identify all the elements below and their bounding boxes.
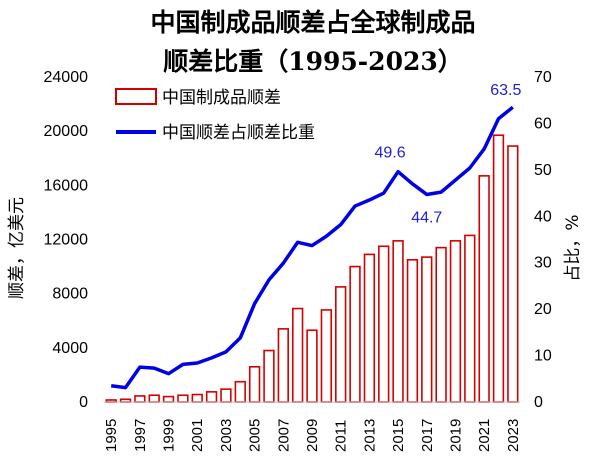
x-tick-2001: 2001 xyxy=(189,419,206,452)
x-tick-2023: 2023 xyxy=(505,419,522,452)
y-axis-left-label: 顺差，亿美元 xyxy=(7,197,27,299)
bar-1998 xyxy=(148,394,160,403)
bar-2002 xyxy=(205,391,218,403)
x-tick-1997: 1997 xyxy=(132,419,149,452)
x-tick-1999: 1999 xyxy=(161,419,178,452)
x-tick-2015: 2015 xyxy=(390,419,407,452)
x-tick-2013: 2013 xyxy=(361,419,378,452)
y-right-tick-50: 50 xyxy=(534,162,552,179)
bar-2018 xyxy=(435,246,447,403)
bar-2022 xyxy=(492,134,505,403)
x-tick-2021: 2021 xyxy=(476,419,493,452)
legend-line-label: 中国顺差占顺差比重 xyxy=(162,123,315,143)
right-y-ticks: 0 10 20 30 40 50 60 70 xyxy=(534,69,552,411)
x-tick-2009: 2009 xyxy=(304,419,321,452)
legend: 中国制成品顺差 中国顺差占顺差比重 xyxy=(115,88,315,143)
bar-2014 xyxy=(378,245,390,403)
bar-2012 xyxy=(349,265,361,403)
bar-2006 xyxy=(263,349,275,403)
bar-2001 xyxy=(191,393,203,403)
bar-2019 xyxy=(449,240,462,403)
bar-2009 xyxy=(306,329,318,403)
legend-bar-swatch xyxy=(115,88,157,105)
annotation-2023: 63.5 xyxy=(490,82,521,99)
line-series xyxy=(110,105,514,390)
y-left-tick-12000: 12000 xyxy=(44,232,89,249)
legend-bar-label: 中国制成品顺差 xyxy=(162,88,281,108)
bar-2003 xyxy=(220,388,232,403)
y-right-tick-30: 30 xyxy=(534,255,552,272)
annotations: 49.6 44.7 63.5 xyxy=(374,82,521,226)
annotation-2017: 44.7 xyxy=(411,209,442,226)
chart-title-line2: 顺差比重（1995-2023） xyxy=(163,47,463,76)
y-left-tick-16000: 16000 xyxy=(44,177,89,194)
y-left-tick-0: 0 xyxy=(79,394,88,411)
y-left-tick-4000: 4000 xyxy=(52,340,88,357)
y-right-tick-20: 20 xyxy=(534,301,552,318)
bar-2005 xyxy=(248,365,261,403)
x-tick-2003: 2003 xyxy=(218,419,235,452)
y-left-tick-8000: 8000 xyxy=(52,286,88,303)
x-tick-2019: 2019 xyxy=(447,419,464,452)
x-ticks: 1995 1997 1999 2001 2003 2005 2007 2009 2011 2013… xyxy=(103,419,522,452)
bar-1999 xyxy=(162,395,175,403)
x-tick-2005: 2005 xyxy=(247,419,264,452)
x-tick-1995: 1995 xyxy=(103,419,120,452)
bar-2013 xyxy=(363,253,376,403)
bar-series xyxy=(105,134,519,403)
annotation-2015: 49.6 xyxy=(374,145,405,162)
bar-2015 xyxy=(392,240,404,403)
x-tick-2017: 2017 xyxy=(419,419,436,452)
y-left-tick-20000: 20000 xyxy=(44,123,89,140)
y-axis-right-label: 占比，% xyxy=(563,214,583,281)
bar-2017 xyxy=(421,256,433,403)
bar-2016 xyxy=(406,259,419,403)
bar-2020 xyxy=(464,234,476,403)
chart-title-line1: 中国制成品顺差占全球制成品 xyxy=(150,8,475,37)
bar-2023 xyxy=(507,145,519,403)
bar-2004 xyxy=(234,380,246,403)
bar-2007 xyxy=(277,328,289,403)
y-left-tick-24000: 24000 xyxy=(44,69,89,86)
y-right-tick-40: 40 xyxy=(534,208,552,225)
y-right-tick-70: 70 xyxy=(534,69,552,86)
x-tick-2007: 2007 xyxy=(275,419,292,452)
bar-2011 xyxy=(335,286,347,403)
bar-2008 xyxy=(291,307,304,403)
y-right-tick-0: 0 xyxy=(534,394,543,411)
x-tick-2011: 2011 xyxy=(333,420,350,452)
y-right-tick-10: 10 xyxy=(534,348,552,365)
y-right-tick-60: 60 xyxy=(534,115,552,132)
bar-1997 xyxy=(134,395,146,403)
left-y-ticks: 0 4000 8000 12000 16000 20000 24000 xyxy=(44,69,89,411)
bar-2010 xyxy=(320,309,333,403)
bar-2021 xyxy=(478,175,490,403)
bar-2000 xyxy=(177,394,189,403)
